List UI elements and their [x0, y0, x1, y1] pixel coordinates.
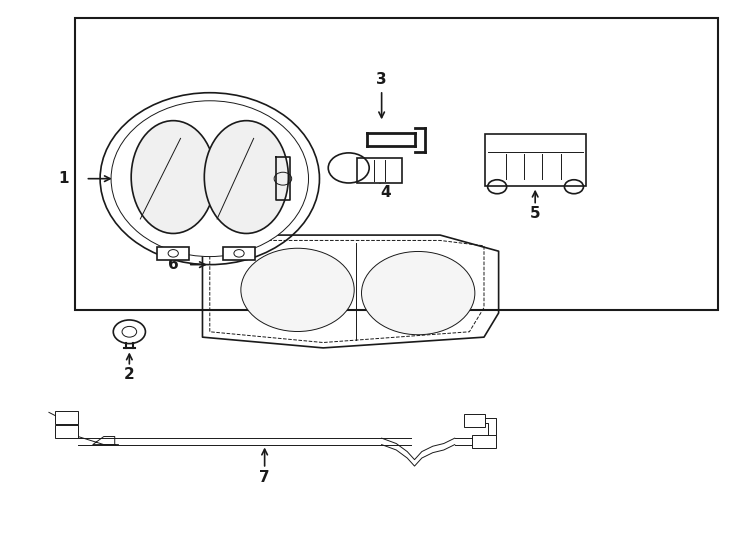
FancyBboxPatch shape — [75, 17, 718, 310]
Ellipse shape — [100, 93, 319, 265]
Ellipse shape — [241, 248, 355, 332]
Text: 5: 5 — [530, 206, 540, 221]
Text: 6: 6 — [168, 257, 178, 272]
Ellipse shape — [204, 120, 288, 233]
Text: 7: 7 — [259, 470, 270, 485]
Text: 2: 2 — [124, 367, 135, 382]
FancyBboxPatch shape — [55, 425, 78, 437]
Ellipse shape — [362, 252, 475, 335]
FancyBboxPatch shape — [471, 435, 496, 448]
Text: 1: 1 — [58, 171, 69, 186]
Ellipse shape — [131, 120, 215, 233]
FancyBboxPatch shape — [484, 133, 586, 186]
Text: 4: 4 — [380, 185, 390, 200]
FancyBboxPatch shape — [157, 247, 189, 260]
FancyBboxPatch shape — [357, 158, 402, 183]
FancyBboxPatch shape — [223, 247, 255, 260]
Ellipse shape — [111, 101, 308, 256]
Text: 3: 3 — [377, 72, 387, 87]
FancyBboxPatch shape — [464, 414, 485, 427]
FancyBboxPatch shape — [55, 411, 78, 424]
